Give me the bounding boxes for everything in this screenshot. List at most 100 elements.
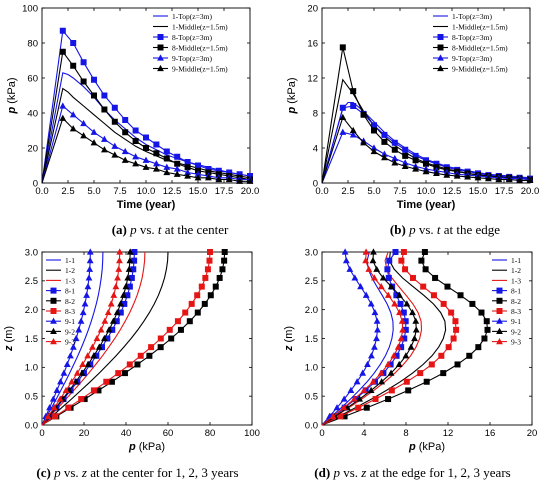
legend-label-1-2: 1-2 <box>65 266 75 275</box>
series-point-9-Middle(z=1.5m) <box>132 160 139 167</box>
series-point-8-1 <box>131 257 138 264</box>
series-point-8-2 <box>423 378 430 385</box>
series-point-9-Middle(z=1.5m) <box>59 114 67 121</box>
y-tick-label: 8 <box>313 108 318 119</box>
series-point-8-2 <box>475 344 482 351</box>
caption-a-var2: t <box>157 222 162 237</box>
caption-c-rest: at the center for 1, 2, 3 years <box>90 465 239 480</box>
series-point-9-2 <box>403 300 411 307</box>
caption-c-var2: z <box>81 465 87 480</box>
legend-label-8-3: 8-3 <box>65 307 75 316</box>
chart-panel-b: 0.0 2.5 5.0 7.5 10.0 12.5 15.0 17.5 20.0 0 4 8 12 16 2… <box>286 3 539 211</box>
caption-a: (a) p vs. t at the center <box>65 222 275 238</box>
legend-marker-9-2 <box>496 327 503 334</box>
series-point-9-Middle(z=1.5m) <box>401 162 409 169</box>
y-tick-label: 2.5 <box>305 276 318 287</box>
series-point-8-1 <box>126 283 133 290</box>
series-point-8-2 <box>444 283 451 290</box>
x-tick-label: 12.5 <box>443 186 462 197</box>
series-point-8-2 <box>457 292 464 299</box>
series-point-8-1 <box>402 318 409 325</box>
series-point-8-1 <box>104 335 111 342</box>
series-point-9-Top(z=3m) <box>194 170 202 177</box>
series-point-8-2 <box>432 274 439 281</box>
series-point-9-1 <box>46 404 53 411</box>
series-point-9-1 <box>63 360 71 368</box>
x-tick-label: 0.0 <box>35 186 48 197</box>
y-tick-label: 16 <box>307 38 318 49</box>
caption-d-var1: p <box>333 465 340 480</box>
series-point-9-1 <box>371 308 379 316</box>
series-point-9-2 <box>387 369 395 376</box>
y-tick-label: 80 <box>27 38 38 49</box>
x-tick-label: 17.5 <box>495 186 514 197</box>
series-point-9-3 <box>44 412 52 419</box>
series-point-8-2 <box>478 309 485 316</box>
series-point-9-1 <box>368 352 375 359</box>
series-point-9-Middle(z=1.5m) <box>153 165 160 172</box>
series-point-9-1 <box>49 395 57 402</box>
series-point-8-Middle(z=1.5m) <box>339 44 346 51</box>
series-point-9-1 <box>357 283 364 290</box>
series-point-9-2 <box>396 291 403 298</box>
series-point-9-Middle(z=1.5m) <box>101 146 108 153</box>
series-point-9-1 <box>333 404 341 411</box>
series-point-8-1 <box>385 274 392 281</box>
series-point-8-2 <box>341 413 348 420</box>
series-point-8-2 <box>466 352 473 359</box>
series-point-8-2 <box>418 257 425 264</box>
series-point-9-1 <box>85 274 93 281</box>
series-point-9-3 <box>115 265 123 272</box>
caption-a-var1: p <box>130 222 137 237</box>
series-point-8-Top(z=3m) <box>226 169 233 176</box>
legend-label-8-1: 8-1 <box>511 287 521 296</box>
series-point-9-Top(z=3m) <box>90 128 98 135</box>
series-point-8-Top(z=3m) <box>195 162 201 169</box>
series-point-8-1 <box>128 274 135 281</box>
series-point-9-3 <box>56 395 64 402</box>
caption-c-var1: p <box>54 465 61 480</box>
legend-marker-8-Middle(z=1.5m) <box>157 44 164 51</box>
series-point-9-Middle(z=1.5m) <box>111 151 119 158</box>
x-tick-label: 2.5 <box>61 186 74 197</box>
series-point-8-3 <box>174 318 181 325</box>
series-point-9-3 <box>394 343 402 350</box>
caption-b-letter: (b) <box>389 222 406 237</box>
series-point-8-2 <box>212 283 219 290</box>
series-point-9-1 <box>79 308 87 316</box>
series-point-8-Top(z=3m) <box>101 92 108 99</box>
series-point-9-Top(z=3m) <box>59 102 67 109</box>
series-point-8-3 <box>188 300 195 307</box>
legend-marker-9-3 <box>496 338 503 345</box>
y-tick-label: 100 <box>22 3 38 14</box>
series-point-8-3 <box>166 326 173 333</box>
y-tick-label: 4 <box>313 143 318 154</box>
series-point-8-2 <box>177 326 184 333</box>
x-tick-label: 10.0 <box>417 186 436 197</box>
series-point-9-Middle(z=1.5m) <box>505 175 513 183</box>
caption-b-rest: at the edge <box>443 222 501 237</box>
series-point-9-2 <box>105 326 113 333</box>
series-point-8-Top(z=3m) <box>174 153 181 160</box>
series-point-8-3 <box>148 344 155 351</box>
legend-marker-9-2 <box>50 327 57 334</box>
x-tick-label: 20 <box>527 428 538 439</box>
series-point-8-3 <box>372 396 379 403</box>
series-point-9-2 <box>95 343 103 350</box>
legend-d: 1-11-21-3 8-18-28-39-19-2 9-3 <box>492 256 521 347</box>
series-point-9-3 <box>110 291 118 298</box>
series-point-8-3 <box>450 335 457 342</box>
series-point-8-2 <box>440 370 447 377</box>
series-point-8-1 <box>401 335 408 342</box>
series-point-8-1 <box>117 309 124 316</box>
series-point-9-3 <box>350 395 358 402</box>
legend-marker-9-Top(z=3m) <box>437 54 444 61</box>
legend-label-1-1: 1-1 <box>65 256 75 265</box>
series-point-8-3 <box>403 378 410 385</box>
legend-marker-9-3 <box>50 338 57 345</box>
series-point-9-Top(z=3m) <box>111 142 119 149</box>
y-tick-label: 3.0 <box>25 247 38 258</box>
series-point-8-3 <box>157 335 164 342</box>
series-point-8-2 <box>481 335 488 342</box>
x-tick-label: 7.5 <box>393 186 406 197</box>
